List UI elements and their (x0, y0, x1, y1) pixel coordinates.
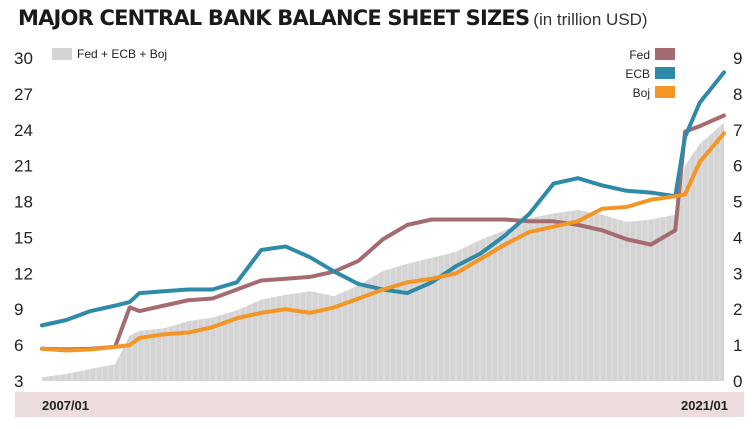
right-tick-label: 8 (733, 85, 742, 104)
left-tick-label: 21 (14, 157, 33, 176)
right-tick-label: 4 (733, 228, 742, 247)
left-tick-label: 3 (14, 372, 23, 391)
left-tick-label: 9 (14, 300, 23, 319)
x-start-label: 2007/01 (42, 398, 89, 413)
right-tick-label: 3 (733, 264, 742, 283)
x-end-label: 2021/01 (681, 398, 728, 413)
legend-fed: Fed (629, 48, 675, 62)
chart-title-block: MAJOR CENTRAL BANK BALANCE SHEET SIZES (i… (18, 6, 648, 30)
right-tick-label: 5 (733, 193, 742, 212)
right-tick-label: 9 (733, 49, 742, 68)
right-tick-label: 7 (733, 121, 742, 140)
right-tick-label: 2 (733, 300, 742, 319)
left-tick-label: 18 (14, 193, 33, 212)
legend-boj-label: Boj (633, 86, 650, 100)
legend-ecb: ECB (625, 67, 675, 81)
date-band (15, 392, 744, 417)
right-tick-label: 6 (733, 157, 742, 176)
left-tick-label: 30 (14, 49, 33, 68)
left-tick-label: 12 (14, 264, 33, 283)
legend-total-label: Fed + ECB + Boj (77, 47, 167, 61)
legend-fed-label: Fed (629, 48, 650, 62)
legend-total: Fed + ECB + Boj (52, 47, 167, 61)
left-axis: 3 6 9 12 15 18 21 24 27 30 (14, 49, 33, 391)
series-boj-line (40, 131, 726, 353)
line-layer (40, 70, 726, 353)
legend-ecb-swatch (655, 67, 675, 79)
series-total-area (42, 122, 724, 381)
chart-title: MAJOR CENTRAL BANK BALANCE SHEET SIZES (18, 6, 530, 30)
left-tick-label: 6 (14, 336, 23, 355)
right-axis: 0 1 2 3 4 5 6 7 8 9 (733, 49, 742, 391)
left-tick-label: 27 (14, 85, 33, 104)
right-tick-label: 0 (733, 372, 742, 391)
area-layer (42, 58, 724, 381)
legend-boj-swatch (655, 86, 675, 98)
right-tick-label: 1 (733, 336, 742, 355)
left-tick-label: 24 (14, 121, 33, 140)
legend-total-swatch (52, 48, 72, 60)
chart-subtitle: (in trillion USD) (533, 10, 648, 29)
legend-fed-swatch (655, 48, 675, 60)
legend-boj: Boj (633, 86, 675, 100)
legend-ecb-label: ECB (625, 67, 650, 81)
left-tick-label: 15 (14, 228, 33, 247)
series-fed-line (40, 113, 726, 352)
